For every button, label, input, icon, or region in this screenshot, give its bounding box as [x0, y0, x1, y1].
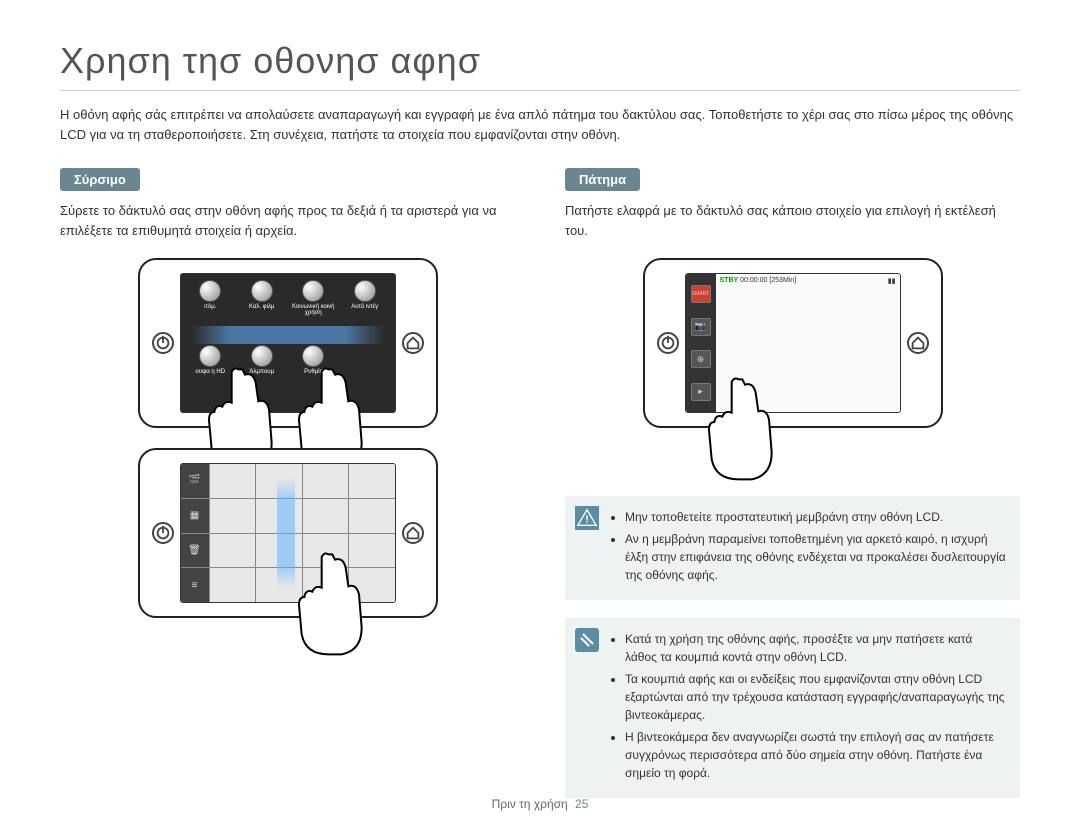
smart-badge-icon: SMART	[691, 285, 711, 303]
power-button-icon	[657, 332, 679, 354]
device-horizontal-swipe: ιτόμ. Καλ. φιλμ Κοινωνική κοινή χρήση Αυ…	[138, 258, 438, 428]
play-icon: ▸	[691, 383, 711, 401]
tap-text: Πατήστε ελαφρά με το δάκτυλό σας κάποιο …	[565, 201, 1020, 240]
right-column: Πάτημα Πατήστε ελαφρά με το δάκτυλό σας …	[565, 168, 1020, 798]
power-button-icon	[152, 332, 174, 354]
warning-callout: ! Μην τοποθετείτε προστατευτική μεμβράνη…	[565, 496, 1020, 600]
camera-screen: SMART 📷 ⊕ ▸ STBY 00:00:00 [253Min] ▮▮	[685, 273, 901, 413]
tap-illustrations: SMART 📷 ⊕ ▸ STBY 00:00:00 [253Min] ▮▮	[565, 258, 1020, 428]
device-tap: SMART 📷 ⊕ ▸ STBY 00:00:00 [253Min] ▮▮	[643, 258, 943, 428]
photo-icon: ▦	[181, 499, 209, 533]
warn-item: Μην τοποθετείτε προστατευτική μεμβράνη σ…	[625, 508, 1006, 526]
footer-label: Πριν τη χρήση	[492, 797, 568, 811]
gallery-screen: 🎬 ▦ 🗑 ≡	[180, 463, 396, 603]
swipe-text: Σύρετε το δάκτυλό σας στην οθόνη αφής πρ…	[60, 201, 515, 240]
video-icon: 🎬	[181, 464, 209, 498]
power-button-icon	[152, 522, 174, 544]
note-item: Κατά τη χρήση της οθόνης αφής, προσέξτε …	[625, 630, 1006, 666]
page-title: Χρηση τησ οθονησ αφησ	[60, 40, 1020, 91]
swipe-illustrations: ιτόμ. Καλ. φιλμ Κοινωνική κοινή χρήση Αυ…	[60, 258, 515, 618]
menu-icon: ≡	[181, 568, 209, 602]
swipe-badge: Σύρσιμο	[60, 168, 140, 191]
left-column: Σύρσιμο Σύρετε το δάκτυλό σας στην οθόνη…	[60, 168, 515, 798]
warning-icon: !	[575, 506, 599, 530]
stby-label: STBY	[720, 277, 739, 284]
rec-time: 00:00:00 [253Min]	[740, 277, 796, 284]
intro-text: Η οθόνη αφής σάς επιτρέπει να απολαύσετε…	[60, 105, 1020, 144]
home-button-icon	[402, 522, 424, 544]
zoom-icon: ⊕	[691, 350, 711, 368]
note-callout: Κατά τη χρήση της οθόνης αφής, προσέξτε …	[565, 618, 1020, 798]
note-icon	[575, 628, 599, 652]
warn-item: Αν η μεμβράνη παραμείνει τοποθετημένη γι…	[625, 530, 1006, 584]
home-button-icon	[907, 332, 929, 354]
device-vertical-swipe: 🎬 ▦ 🗑 ≡	[138, 448, 438, 618]
page-footer: Πριν τη χρήση 25	[0, 797, 1080, 811]
page-number: 25	[575, 797, 588, 811]
note-item: Τα κουμπιά αφής και οι ενδείξεις που εμφ…	[625, 670, 1006, 724]
svg-text:!: !	[585, 515, 588, 526]
camera-sidebar: SMART 📷 ⊕ ▸	[686, 274, 716, 412]
delete-icon: 🗑	[181, 534, 209, 568]
tap-badge: Πάτημα	[565, 168, 640, 191]
note-item: Η βιντεοκάμερα δεν αναγνωρίζει σωστά την…	[625, 728, 1006, 782]
battery-icon: ▮▮	[888, 277, 896, 285]
camera-mode-icon: 📷	[691, 318, 711, 336]
menu-screen: ιτόμ. Καλ. φιλμ Κοινωνική κοινή χρήση Αυ…	[180, 273, 396, 413]
home-button-icon	[402, 332, 424, 354]
content-columns: Σύρσιμο Σύρετε το δάκτυλό σας στην οθόνη…	[60, 168, 1020, 798]
